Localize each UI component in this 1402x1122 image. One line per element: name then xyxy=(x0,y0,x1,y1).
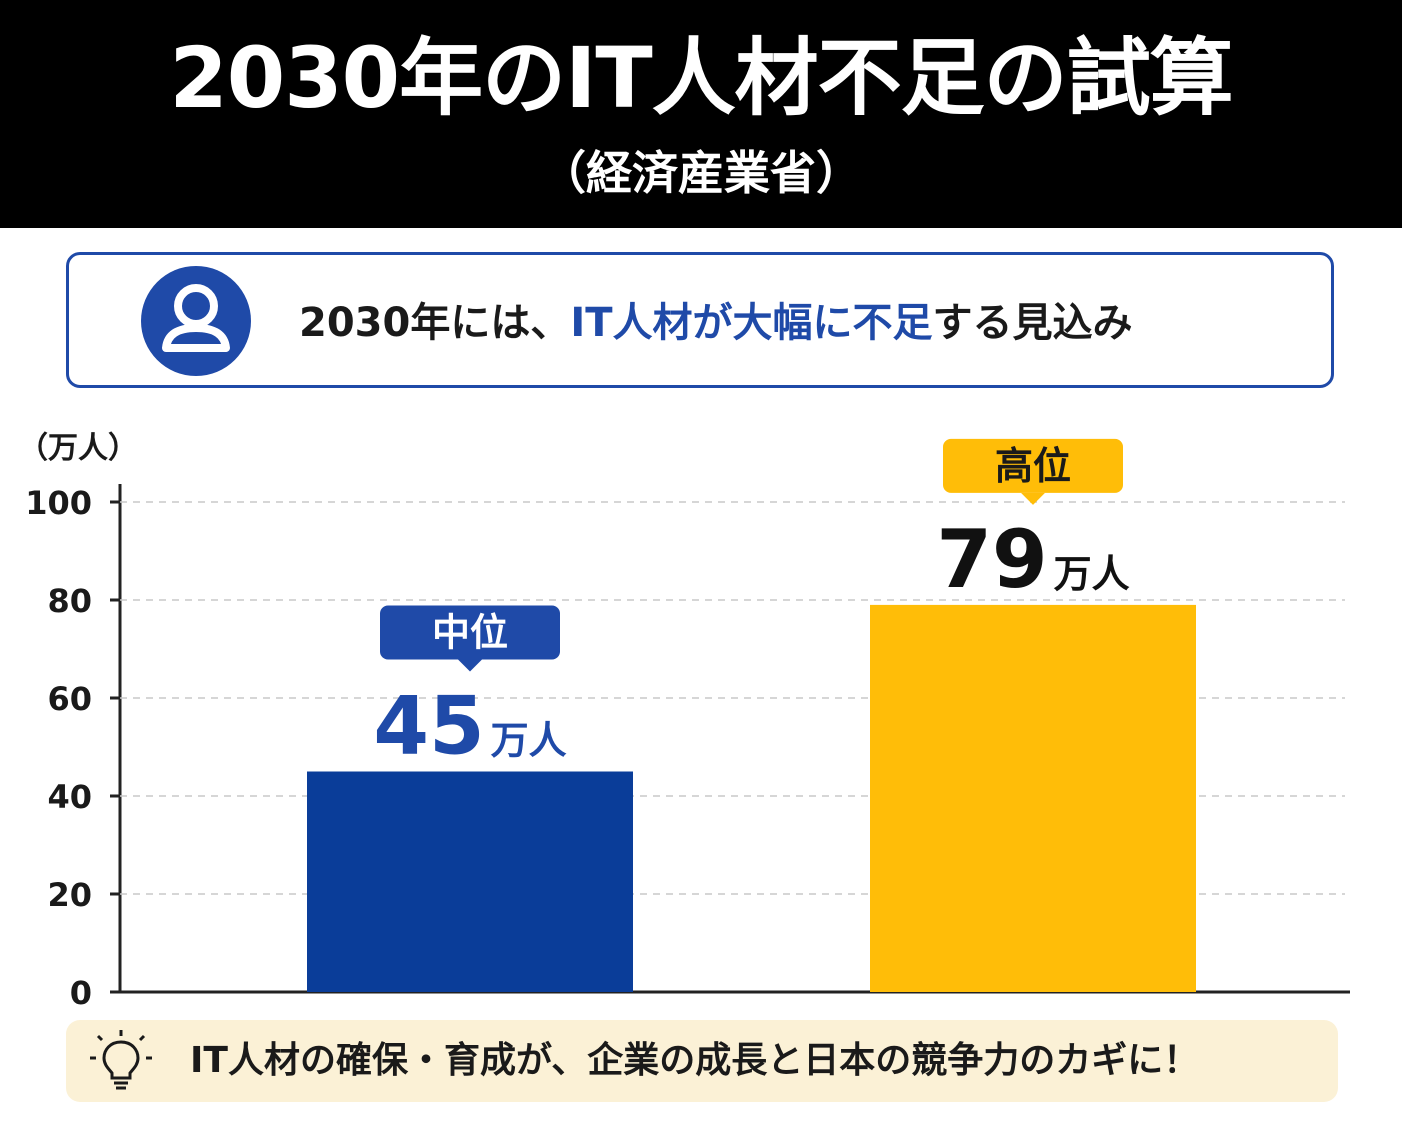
bar-high xyxy=(870,604,1196,992)
bar-mid xyxy=(307,771,633,992)
badge-pointer xyxy=(458,659,482,672)
page-subtitle: （経済産業省） xyxy=(540,146,862,200)
category-label: 中位 xyxy=(432,611,508,655)
y-tick-label: 60 xyxy=(47,680,92,718)
footer-banner: IT人材の確保・育成が、企業の成長と日本の競争力のカギに！ xyxy=(66,1020,1338,1102)
summary-text-highlight: IT人材が大幅に不足 xyxy=(570,300,933,346)
y-tick-label: 80 xyxy=(47,582,92,620)
y-unit-label: （万人） xyxy=(18,431,138,466)
summary-text: 2030年には、IT人材が大幅に不足する見込み xyxy=(299,293,1133,353)
value-unit: 万人 xyxy=(1054,552,1130,596)
category-badge xyxy=(380,605,560,660)
category-badge xyxy=(943,438,1123,493)
footer-text: IT人材の確保・育成が、企業の成長と日本の競争力のカギに！ xyxy=(190,1040,1200,1081)
value-label: 79 万人 xyxy=(936,513,1129,606)
y-tick-label: 40 xyxy=(47,778,92,816)
y-tick-label: 100 xyxy=(25,484,92,522)
summary-text-before: 2030年には、 xyxy=(299,300,571,346)
header: 2030年のIT人材不足の試算 （経済産業省） xyxy=(0,0,1402,228)
y-tick-label: 0 xyxy=(70,974,92,1010)
y-tick-label: 20 xyxy=(47,876,92,914)
value-unit: 万人 xyxy=(491,719,567,763)
value-number: 45 xyxy=(373,680,484,773)
lightbulb-icon xyxy=(90,1030,152,1090)
summary-text-after: する見込み xyxy=(932,300,1133,346)
summary-callout: 2030年には、IT人材が大幅に不足する見込み xyxy=(66,252,1334,388)
value-number: 79 xyxy=(936,513,1047,606)
user-icon xyxy=(141,266,251,376)
category-label: 高位 xyxy=(995,444,1071,488)
page-title: 2030年のIT人材不足の試算 xyxy=(169,29,1233,127)
value-label: 45 万人 xyxy=(373,680,566,773)
badge-pointer xyxy=(1021,492,1045,505)
